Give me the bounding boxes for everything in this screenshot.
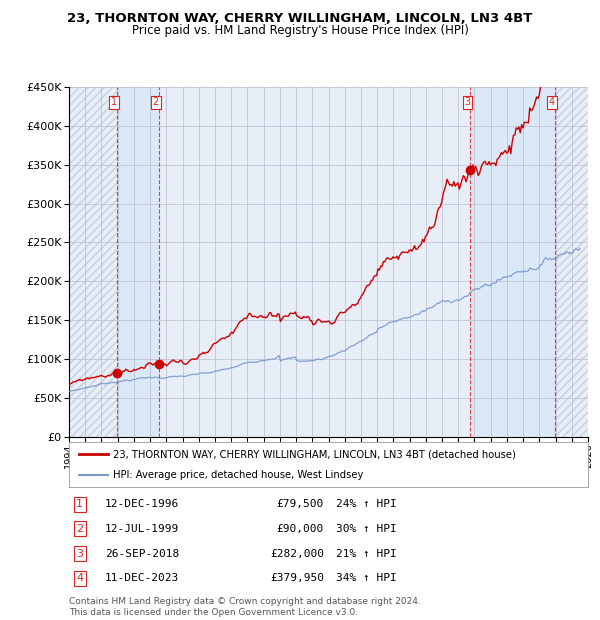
Text: 26-SEP-2018: 26-SEP-2018 xyxy=(105,549,179,559)
Text: 34% ↑ HPI: 34% ↑ HPI xyxy=(336,574,397,583)
Text: 3: 3 xyxy=(464,97,470,107)
Bar xyxy=(555,87,588,437)
Text: 4: 4 xyxy=(76,574,83,583)
Text: HPI: Average price, detached house, West Lindsey: HPI: Average price, detached house, West… xyxy=(113,469,364,480)
Bar xyxy=(117,87,158,437)
Text: 23, THORNTON WAY, CHERRY WILLINGHAM, LINCOLN, LN3 4BT (detached house): 23, THORNTON WAY, CHERRY WILLINGHAM, LIN… xyxy=(113,449,516,459)
Text: 23, THORNTON WAY, CHERRY WILLINGHAM, LINCOLN, LN3 4BT: 23, THORNTON WAY, CHERRY WILLINGHAM, LIN… xyxy=(67,12,533,25)
Text: 12-DEC-1996: 12-DEC-1996 xyxy=(105,499,179,509)
Text: £90,000: £90,000 xyxy=(277,524,324,534)
Text: 2: 2 xyxy=(152,97,159,107)
Text: 1: 1 xyxy=(111,97,117,107)
Text: 3: 3 xyxy=(76,549,83,559)
Text: 2: 2 xyxy=(76,524,83,534)
Text: 30% ↑ HPI: 30% ↑ HPI xyxy=(336,524,397,534)
Text: 11-DEC-2023: 11-DEC-2023 xyxy=(105,574,179,583)
Text: Contains HM Land Registry data © Crown copyright and database right 2024.
This d: Contains HM Land Registry data © Crown c… xyxy=(69,598,421,617)
Text: £79,500: £79,500 xyxy=(277,499,324,509)
Text: 24% ↑ HPI: 24% ↑ HPI xyxy=(336,499,397,509)
Text: Price paid vs. HM Land Registry's House Price Index (HPI): Price paid vs. HM Land Registry's House … xyxy=(131,24,469,37)
Text: 1: 1 xyxy=(76,499,83,509)
Bar xyxy=(158,87,470,437)
Bar xyxy=(470,87,555,437)
Text: 21% ↑ HPI: 21% ↑ HPI xyxy=(336,549,397,559)
Text: 12-JUL-1999: 12-JUL-1999 xyxy=(105,524,179,534)
Text: 4: 4 xyxy=(549,97,555,107)
Text: £282,000: £282,000 xyxy=(270,549,324,559)
Text: £379,950: £379,950 xyxy=(270,574,324,583)
Bar xyxy=(69,87,117,437)
